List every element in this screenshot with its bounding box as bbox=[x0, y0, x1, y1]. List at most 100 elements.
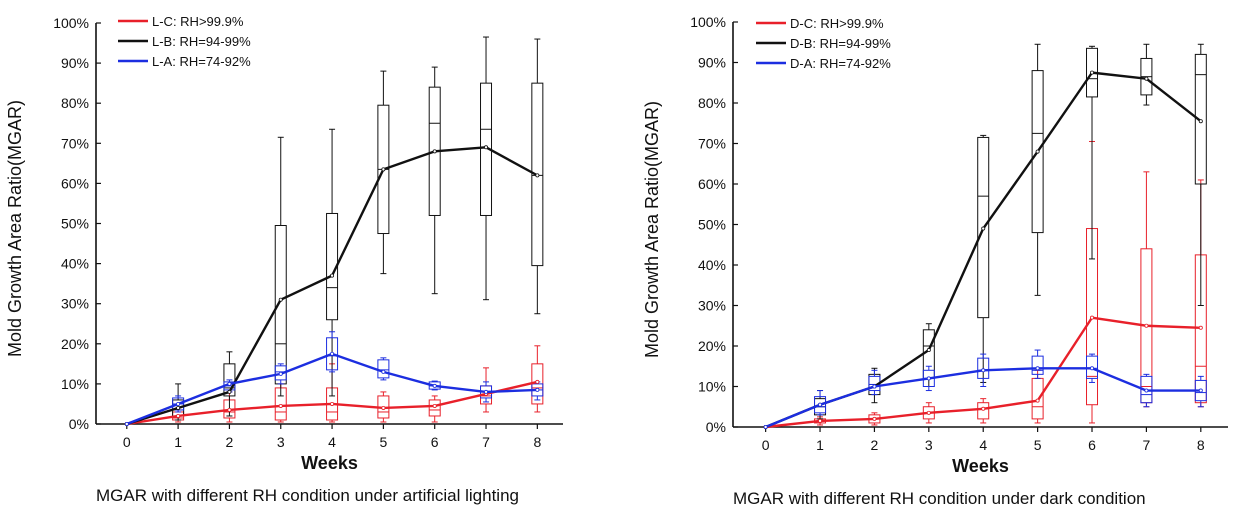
x-tick-label: 3 bbox=[277, 434, 285, 450]
x-tick-label: 4 bbox=[328, 434, 336, 450]
chart-artificial-lighting: 0% 10% 20% 30% 40% 50% 60% 70% 80% 90% 100% 0 1 2 3 4 5 6… bbox=[5, 14, 563, 473]
y-tick-label: 90% bbox=[61, 55, 89, 71]
legend-label: L-A: RH=74-92% bbox=[152, 54, 251, 69]
data-point bbox=[535, 173, 540, 178]
data-point bbox=[981, 368, 986, 373]
x-tick-label: 5 bbox=[379, 434, 387, 450]
data-point bbox=[484, 389, 489, 394]
x-tick-label: 2 bbox=[871, 437, 879, 453]
y-tick-label: 0% bbox=[706, 419, 726, 435]
data-point bbox=[227, 389, 232, 394]
data-point bbox=[1090, 315, 1095, 320]
data-point bbox=[1035, 149, 1040, 154]
box-iqr bbox=[1031, 355, 1044, 375]
data-point bbox=[926, 348, 931, 353]
data-point bbox=[1198, 119, 1203, 124]
data-point bbox=[176, 405, 181, 410]
y-tick-label: 70% bbox=[698, 136, 726, 152]
data-point bbox=[1198, 388, 1203, 393]
legend-label: D-A: RH=74-92% bbox=[790, 56, 891, 71]
y-tick-label: 10% bbox=[698, 379, 726, 395]
data-point bbox=[1090, 70, 1095, 75]
data-point bbox=[278, 403, 283, 408]
y-tick-label: 50% bbox=[698, 217, 726, 233]
x-axis-title: Weeks bbox=[952, 456, 1009, 476]
chart-dark-condition: 0% 10% 20% 30% 40% 50% 60% 70% 80% 90% 100% 0 1 2 3 4 5 6… bbox=[642, 14, 1228, 476]
y-tick-label: 40% bbox=[61, 256, 89, 272]
data-point bbox=[1144, 323, 1149, 328]
data-point bbox=[872, 384, 877, 389]
legend-label: L-B: RH=94-99% bbox=[152, 34, 251, 49]
data-point bbox=[330, 273, 335, 278]
y-tick-label: 80% bbox=[698, 95, 726, 111]
data-point bbox=[872, 416, 877, 421]
data-point bbox=[432, 149, 437, 154]
y-axis-title: Mold Growth Area Ratio(MGAR) bbox=[642, 101, 662, 358]
data-point bbox=[176, 401, 181, 406]
data-point bbox=[432, 403, 437, 408]
legend-label: D-B: RH=94-99% bbox=[790, 36, 891, 51]
data-point bbox=[1144, 76, 1149, 81]
y-tick-label: 20% bbox=[61, 336, 89, 352]
data-point bbox=[176, 413, 181, 418]
data-point bbox=[818, 402, 823, 407]
x-tick-label: 8 bbox=[1197, 437, 1205, 453]
y-tick-label: 10% bbox=[61, 376, 89, 392]
box-iqr bbox=[814, 396, 827, 414]
x-tick-label: 4 bbox=[979, 437, 987, 453]
x-axis-title: Weeks bbox=[301, 453, 358, 473]
data-point bbox=[1198, 325, 1203, 330]
x-tick-label: 5 bbox=[1034, 437, 1042, 453]
data-point bbox=[535, 387, 540, 392]
x-tick-label: 1 bbox=[174, 434, 182, 450]
x-tick-label: 0 bbox=[762, 437, 770, 453]
data-point bbox=[330, 351, 335, 356]
data-point bbox=[330, 401, 335, 406]
data-point bbox=[227, 407, 232, 412]
legend-label: D-C: RH>99.9% bbox=[790, 16, 884, 31]
x-tick-label: 6 bbox=[1088, 437, 1096, 453]
data-point bbox=[484, 145, 489, 150]
data-point bbox=[926, 410, 931, 415]
data-point bbox=[981, 226, 986, 231]
data-point bbox=[1035, 366, 1040, 371]
box-iqr bbox=[377, 359, 390, 379]
chart-caption: MGAR with different RH condition under d… bbox=[733, 489, 1146, 508]
data-point bbox=[1090, 366, 1095, 371]
x-tick-label: 2 bbox=[226, 434, 234, 450]
data-point bbox=[432, 383, 437, 388]
x-tick-label: 7 bbox=[1143, 437, 1151, 453]
y-tick-label: 0% bbox=[69, 416, 89, 432]
y-tick-label: 30% bbox=[61, 296, 89, 312]
y-tick-label: 80% bbox=[61, 95, 89, 111]
box-iqr bbox=[977, 402, 990, 420]
y-tick-label: 70% bbox=[61, 135, 89, 151]
box-iqr bbox=[428, 399, 441, 417]
y-tick-label: 20% bbox=[698, 338, 726, 354]
data-point bbox=[535, 379, 540, 384]
data-point bbox=[818, 418, 823, 423]
box-iqr bbox=[1031, 70, 1044, 234]
data-point bbox=[926, 376, 931, 381]
y-tick-label: 40% bbox=[698, 257, 726, 273]
x-tick-label: 7 bbox=[482, 434, 490, 450]
data-point bbox=[1144, 388, 1149, 393]
x-tick-label: 1 bbox=[816, 437, 824, 453]
y-tick-label: 60% bbox=[698, 176, 726, 192]
y-tick-label: 60% bbox=[61, 175, 89, 191]
legend-label: L-C: RH>99.9% bbox=[152, 14, 244, 29]
y-tick-label: 100% bbox=[53, 15, 89, 31]
box-iqr bbox=[326, 337, 339, 371]
data-point bbox=[381, 369, 386, 374]
y-axis-title: Mold Growth Area Ratio(MGAR) bbox=[5, 100, 25, 357]
y-tick-label: 100% bbox=[690, 14, 726, 30]
box-iqr bbox=[977, 357, 990, 379]
x-tick-label: 0 bbox=[123, 434, 131, 450]
box-iqr bbox=[1194, 53, 1207, 185]
data-point bbox=[1035, 398, 1040, 403]
x-tick-label: 3 bbox=[925, 437, 933, 453]
x-tick-label: 6 bbox=[431, 434, 439, 450]
y-tick-label: 30% bbox=[698, 298, 726, 314]
data-point bbox=[227, 381, 232, 386]
data-point bbox=[278, 371, 283, 376]
